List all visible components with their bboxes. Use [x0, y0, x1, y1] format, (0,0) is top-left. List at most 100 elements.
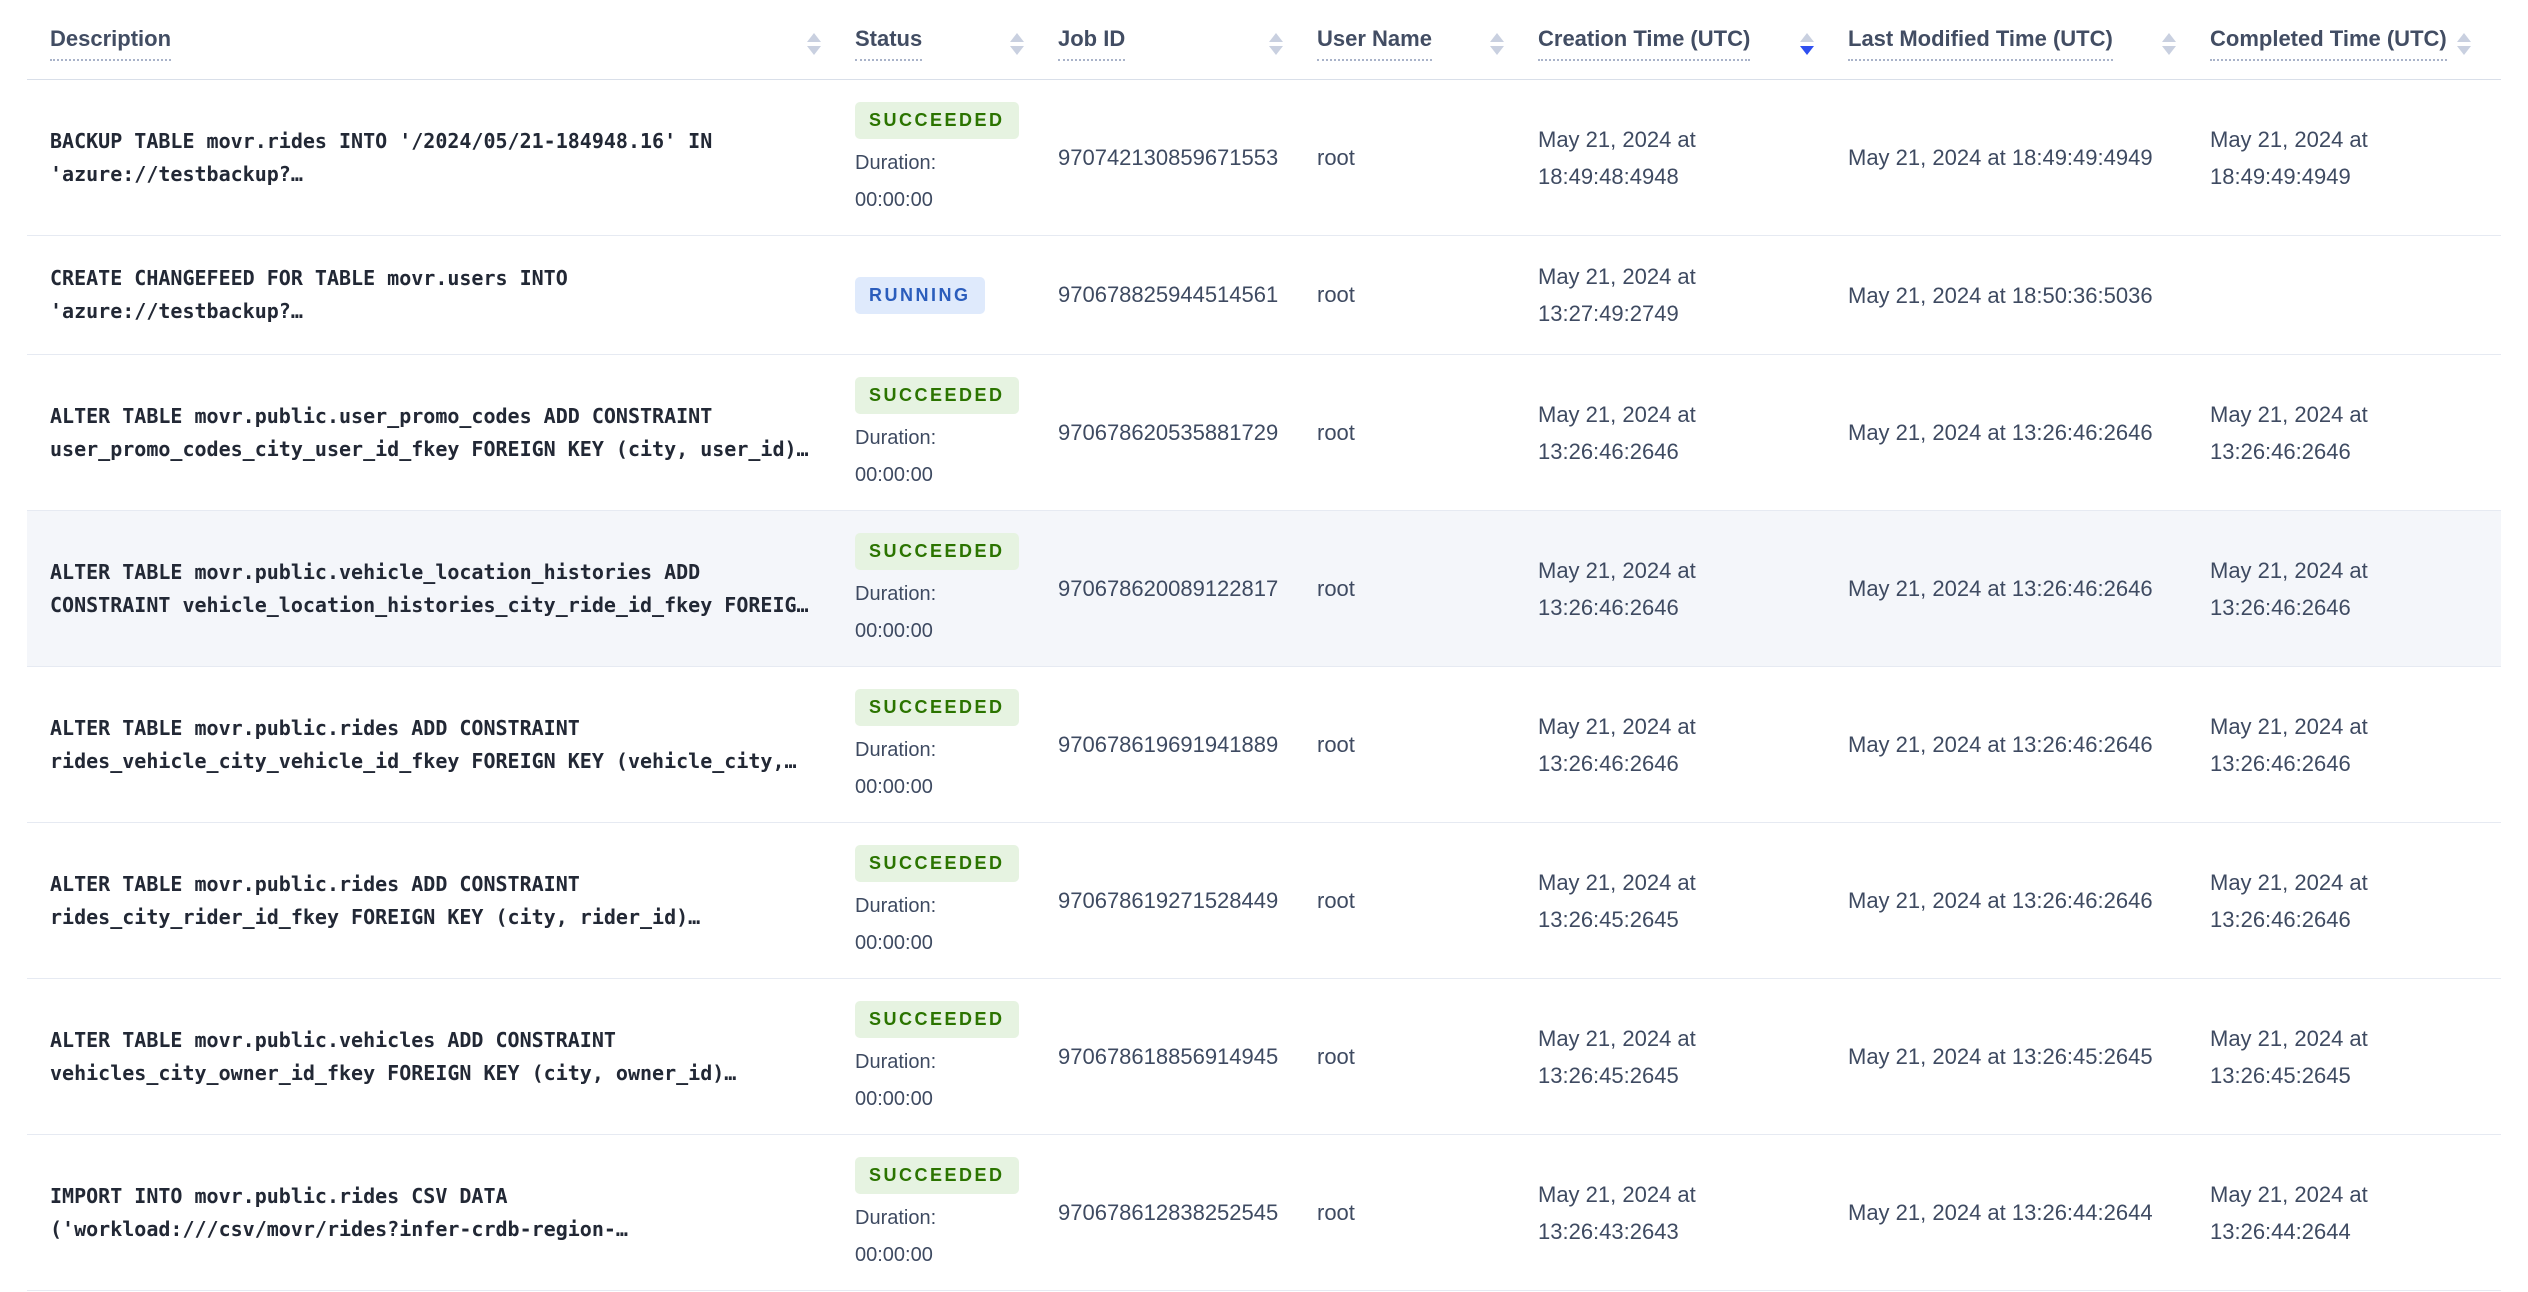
column-label-description[interactable]: Description	[50, 26, 172, 61]
status-badge: SUCCEEDED	[855, 1001, 1019, 1038]
completed-time-cell: May 21, 2024 at 13:26:46:2646	[2210, 864, 2501, 938]
creation-time-cell: May 21, 2024 at 13:26:43:2643	[1538, 1176, 1848, 1250]
status-badge: SUCCEEDED	[855, 377, 1019, 414]
completed-time-value: May 21, 2024 at 13:26:46:2646	[2210, 401, 2368, 464]
job-id-cell: 970678825944514561	[1058, 282, 1317, 308]
job-description-line2: 'azure://testbackup?…	[50, 299, 303, 323]
creation-time-value: May 21, 2024 at 13:26:46:2646	[1538, 401, 1696, 464]
table-row[interactable]: CREATE CHANGEFEED FOR TABLE movr.users I…	[27, 236, 2501, 355]
completed-time-value: May 21, 2024 at 13:26:46:2646	[2210, 557, 2368, 620]
last-modified-time-cell: May 21, 2024 at 13:26:45:2645	[1848, 1038, 2210, 1075]
sort-icon[interactable]	[1269, 32, 1283, 55]
completed-time-value: May 21, 2024 at 13:26:44:2644	[2210, 1181, 2368, 1244]
job-id-value: 970678825944514561	[1058, 282, 1279, 307]
status-cell: RUNNING	[855, 276, 1058, 314]
table-row[interactable]: BACKUP TABLE movr.rides INTO '/2024/05/2…	[27, 80, 2501, 236]
creation-time-value: May 21, 2024 at 13:26:43:2643	[1538, 1181, 1696, 1244]
duration-label: Duration:	[855, 1051, 937, 1073]
job-description-cell: ALTER TABLE movr.public.rides ADD CONSTR…	[50, 868, 855, 934]
column-header-description: Description	[50, 26, 855, 61]
status-cell: SUCCEEDED Duration: 00:00:00	[855, 533, 1058, 644]
duration-label: Duration:	[855, 152, 937, 174]
status-cell: SUCCEEDED Duration: 00:00:00	[855, 102, 1058, 213]
column-label-job-id[interactable]: Job ID	[1058, 26, 1126, 61]
table-row[interactable]: ALTER TABLE movr.public.vehicles ADD CON…	[27, 979, 2501, 1135]
user-name-value: root	[1317, 419, 1355, 445]
column-label-completed-time[interactable]: Completed Time (UTC)	[2210, 26, 2447, 61]
status-badge: SUCCEEDED	[855, 102, 1019, 139]
job-description-line2: rides_city_rider_id_fkey FOREIGN KEY (ci…	[50, 904, 701, 929]
job-id-value: 970678618856914945	[1058, 1043, 1279, 1069]
column-label-last-modified-time[interactable]: Last Modified Time (UTC)	[1848, 26, 2113, 61]
job-id-cell: 970678619691941889	[1058, 732, 1317, 758]
user-name-value: root	[1317, 282, 1355, 307]
sort-icon[interactable]	[2162, 32, 2176, 55]
status-badge: SUCCEEDED	[855, 689, 1019, 726]
job-description-cell: BACKUP TABLE movr.rides INTO '/2024/05/2…	[50, 125, 855, 191]
status-cell: SUCCEEDED Duration: 00:00:00	[855, 1157, 1058, 1268]
sort-icon[interactable]	[1490, 32, 1504, 55]
status-cell: SUCCEEDED Duration: 00:00:00	[855, 377, 1058, 488]
column-header-status: Status	[855, 26, 1058, 61]
completed-time-cell: May 21, 2024 at 13:26:46:2646	[2210, 552, 2501, 626]
completed-time-value: May 21, 2024 at 18:49:49:4949	[2210, 126, 2368, 189]
creation-time-value: May 21, 2024 at 13:26:46:2646	[1538, 713, 1696, 776]
duration-value: 00:00:00	[855, 620, 933, 642]
job-id-cell: 970678618856914945	[1058, 1044, 1317, 1070]
duration-value: 00:00:00	[855, 464, 933, 486]
column-label-status[interactable]: Status	[855, 26, 923, 61]
jobs-table: Description Status Job ID User Name Crea…	[27, 0, 2501, 1291]
table-row[interactable]: ALTER TABLE movr.public.vehicle_location…	[27, 511, 2501, 667]
job-id-cell: 970678620089122817	[1058, 576, 1317, 602]
column-label-user-name[interactable]: User Name	[1317, 26, 1432, 61]
last-modified-time-cell: May 21, 2024 at 13:26:46:2646	[1848, 882, 2210, 919]
job-id-cell: 970678619271528449	[1058, 888, 1317, 914]
duration-label: Duration:	[855, 739, 937, 761]
table-row[interactable]: ALTER TABLE movr.public.rides ADD CONSTR…	[27, 823, 2501, 979]
duration-value: 00:00:00	[855, 1244, 933, 1266]
sort-icon[interactable]	[807, 32, 821, 55]
creation-time-cell: May 21, 2024 at 13:26:46:2646	[1538, 396, 1848, 470]
table-row[interactable]: IMPORT INTO movr.public.rides CSV DATA (…	[27, 1135, 2501, 1291]
duration-value: 00:00:00	[855, 932, 933, 954]
user-name-cell: root	[1317, 420, 1538, 446]
table-body: BACKUP TABLE movr.rides INTO '/2024/05/2…	[27, 80, 2501, 1291]
sort-icon[interactable]	[1010, 32, 1024, 55]
job-description-cell: ALTER TABLE movr.public.rides ADD CONSTR…	[50, 712, 855, 778]
table-row[interactable]: ALTER TABLE movr.public.user_promo_codes…	[27, 355, 2501, 511]
last-modified-time-value: May 21, 2024 at 13:26:44:2644	[1848, 1200, 2153, 1225]
last-modified-time-value: May 21, 2024 at 18:50:36:5036	[1848, 282, 2153, 308]
user-name-value: root	[1317, 1199, 1355, 1225]
duration-label: Duration:	[855, 427, 937, 449]
job-description-line2: CONSTRAINT vehicle_location_histories_ci…	[50, 592, 809, 617]
sort-icon[interactable]	[2456, 32, 2471, 55]
duration-value: 00:00:00	[855, 1088, 933, 1110]
sort-icon-active-desc[interactable]	[1800, 32, 1814, 55]
job-id-value: 970678612838252545	[1058, 1199, 1279, 1225]
last-modified-time-value: May 21, 2024 at 13:26:45:2645	[1848, 1044, 2153, 1069]
user-name-cell: root	[1317, 282, 1538, 308]
user-name-value: root	[1317, 887, 1355, 913]
completed-time-value: May 21, 2024 at 13:26:45:2645	[2210, 1025, 2368, 1088]
creation-time-cell: May 21, 2024 at 13:26:46:2646	[1538, 708, 1848, 782]
job-description-cell: ALTER TABLE movr.public.vehicles ADD CON…	[50, 1024, 855, 1090]
user-name-cell: root	[1317, 1044, 1538, 1070]
job-description-line1: IMPORT INTO movr.public.rides CSV DATA	[50, 1183, 508, 1208]
user-name-value: root	[1317, 575, 1355, 601]
table-row[interactable]: ALTER TABLE movr.public.rides ADD CONSTR…	[27, 667, 2501, 823]
job-description-cell: CREATE CHANGEFEED FOR TABLE movr.users I…	[50, 262, 855, 328]
user-name-cell: root	[1317, 145, 1538, 171]
table-header-row: Description Status Job ID User Name Crea…	[27, 0, 2501, 80]
job-id-value: 970678620535881729	[1058, 419, 1279, 445]
job-description-line1: ALTER TABLE movr.public.rides ADD CONSTR…	[50, 715, 580, 740]
column-label-creation-time[interactable]: Creation Time (UTC)	[1538, 26, 1751, 61]
job-id-cell: 970742130859671553	[1058, 145, 1317, 171]
status-badge: SUCCEEDED	[855, 1157, 1019, 1194]
job-description-line2: vehicles_city_owner_id_fkey FOREIGN KEY …	[50, 1060, 737, 1085]
job-description-cell: ALTER TABLE movr.public.user_promo_codes…	[50, 400, 855, 466]
creation-time-value: May 21, 2024 at 13:26:45:2645	[1538, 1025, 1696, 1088]
job-id-cell: 970678620535881729	[1058, 420, 1317, 446]
last-modified-time-value: May 21, 2024 at 13:26:46:2646	[1848, 888, 2153, 913]
job-id-value: 970678619691941889	[1058, 731, 1279, 757]
completed-time-cell: May 21, 2024 at 18:49:49:4949	[2210, 121, 2501, 195]
